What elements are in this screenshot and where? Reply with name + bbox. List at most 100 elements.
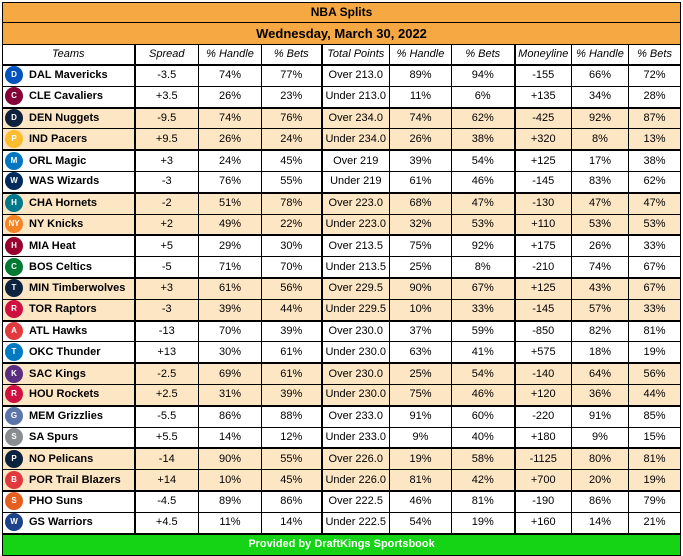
team-logo-icon: G bbox=[5, 407, 23, 426]
total-bets-cell: 81% bbox=[451, 489, 515, 513]
moneyline-handle-cell: 26% bbox=[571, 234, 629, 258]
header-moneyline: Moneyline bbox=[513, 44, 572, 66]
total-bets-cell: 59% bbox=[451, 319, 515, 343]
spread-bets-cell: 39% bbox=[261, 383, 322, 407]
team-name: NY Knicks bbox=[29, 217, 84, 230]
spread-handle-cell: 89% bbox=[198, 489, 262, 513]
team-logo-icon: T bbox=[5, 279, 23, 298]
moneyline-handle-cell: 20% bbox=[571, 469, 629, 492]
team-logo-icon: S bbox=[5, 492, 23, 511]
moneyline-bets-cell: 81% bbox=[627, 319, 682, 343]
total-points-cell: Over 213.0 bbox=[320, 63, 390, 87]
spread-handle-cell: 90% bbox=[198, 447, 262, 471]
moneyline-bets-cell: 13% bbox=[627, 128, 682, 151]
team-cell: W GS Warriors bbox=[2, 511, 135, 535]
moneyline-handle-cell: 18% bbox=[571, 341, 629, 364]
total-points-cell: Under 230.0 bbox=[320, 383, 390, 407]
spread-cell: +3 bbox=[133, 149, 199, 172]
total-points-cell: Under 229.5 bbox=[320, 298, 390, 322]
table-row: A ATL Hawks -13 70% 39% Over 230.0 37% 59% -850 8… bbox=[2, 319, 682, 343]
team-logo-icon: H bbox=[5, 194, 23, 213]
spread-bets-cell: 88% bbox=[261, 404, 322, 428]
moneyline-handle-cell: 92% bbox=[571, 106, 629, 130]
spread-bets-cell: 76% bbox=[261, 106, 322, 130]
spread-handle-cell: 26% bbox=[198, 128, 262, 151]
team-name: DEN Nuggets bbox=[29, 111, 100, 124]
spread-cell: +14 bbox=[133, 469, 199, 492]
team-logo-icon: W bbox=[5, 513, 23, 532]
moneyline-cell: +160 bbox=[513, 511, 572, 535]
total-points-cell: Over 213.5 bbox=[320, 234, 390, 258]
moneyline-bets-cell: 33% bbox=[627, 298, 682, 322]
team-name: MEM Grizzlies bbox=[29, 410, 103, 423]
team-name: ATL Hawks bbox=[29, 324, 88, 337]
total-bets-cell: 54% bbox=[451, 362, 515, 385]
table-row: R HOU Rockets +2.5 31% 39% Under 230.0 75% 46% +… bbox=[2, 383, 682, 407]
total-handle-cell: 19% bbox=[389, 447, 452, 471]
team-logo-icon: C bbox=[5, 87, 23, 106]
team-name: CHA Hornets bbox=[29, 197, 98, 210]
total-bets-cell: 53% bbox=[451, 213, 515, 236]
moneyline-handle-cell: 43% bbox=[571, 276, 629, 300]
spread-handle-cell: 49% bbox=[198, 213, 262, 236]
moneyline-cell: +110 bbox=[513, 213, 572, 236]
total-bets-cell: 42% bbox=[451, 469, 515, 492]
page-title: NBA Splits bbox=[1, 2, 682, 23]
total-handle-cell: 26% bbox=[389, 128, 452, 151]
moneyline-cell: -145 bbox=[513, 298, 572, 322]
table-row: H CHA Hornets -2 51% 78% Over 223.0 68% 47% -130… bbox=[2, 191, 682, 215]
total-handle-cell: 25% bbox=[389, 362, 452, 385]
moneyline-bets-cell: 81% bbox=[627, 447, 682, 471]
total-bets-cell: 60% bbox=[451, 404, 515, 428]
total-bets-cell: 46% bbox=[451, 170, 515, 194]
team-logo-icon: H bbox=[5, 237, 23, 255]
moneyline-bets-cell: 79% bbox=[627, 489, 682, 513]
spread-cell: +3 bbox=[133, 276, 199, 300]
spread-cell: -9.5 bbox=[133, 106, 199, 130]
total-points-cell: Over 230.0 bbox=[320, 362, 390, 385]
total-handle-cell: 54% bbox=[389, 511, 452, 535]
total-points-cell: Under 230.0 bbox=[320, 341, 390, 364]
moneyline-handle-cell: 14% bbox=[571, 511, 629, 535]
moneyline-bets-cell: 19% bbox=[627, 469, 682, 492]
total-handle-cell: 68% bbox=[389, 191, 452, 215]
total-handle-cell: 39% bbox=[389, 149, 452, 172]
total-handle-cell: 63% bbox=[389, 341, 452, 364]
moneyline-cell: -130 bbox=[513, 191, 572, 215]
team-cell: C CLE Cavaliers bbox=[2, 85, 135, 109]
team-cell: D DEN Nuggets bbox=[2, 106, 135, 130]
total-handle-cell: 37% bbox=[389, 319, 452, 343]
total-points-cell: Under 222.5 bbox=[320, 511, 390, 535]
team-name: DAL Mavericks bbox=[29, 69, 108, 82]
team-cell: M ORL Magic bbox=[2, 149, 135, 172]
moneyline-handle-cell: 47% bbox=[571, 191, 629, 215]
spread-cell: -14 bbox=[133, 447, 199, 471]
total-bets-cell: 40% bbox=[451, 426, 515, 449]
moneyline-bets-cell: 21% bbox=[627, 511, 682, 535]
table-row: T MIN Timberwolves +3 61% 56% Over 229.5 90% 67… bbox=[2, 276, 682, 300]
header-moneyline-handle: % Handle bbox=[571, 44, 629, 66]
spread-cell: +5.5 bbox=[133, 426, 199, 449]
moneyline-cell: -210 bbox=[513, 256, 572, 279]
total-points-cell: Under 219 bbox=[320, 170, 390, 194]
table-row: K SAC Kings -2.5 69% 61% Over 230.0 25% 54% -140… bbox=[2, 362, 682, 385]
team-cell: T MIN Timberwolves bbox=[2, 276, 135, 300]
spread-handle-cell: 71% bbox=[198, 256, 262, 279]
moneyline-bets-cell: 72% bbox=[627, 63, 682, 87]
moneyline-handle-cell: 8% bbox=[571, 128, 629, 151]
total-handle-cell: 89% bbox=[389, 63, 452, 87]
moneyline-cell: -425 bbox=[513, 106, 572, 130]
total-handle-cell: 61% bbox=[389, 170, 452, 194]
moneyline-bets-cell: 53% bbox=[627, 213, 682, 236]
moneyline-bets-cell: 62% bbox=[627, 170, 682, 194]
team-cell: D DAL Mavericks bbox=[2, 63, 135, 87]
date-heading: Wednesday, March 30, 2022 bbox=[1, 22, 682, 45]
total-bets-cell: 41% bbox=[451, 341, 515, 364]
total-handle-cell: 46% bbox=[389, 489, 452, 513]
spread-handle-cell: 31% bbox=[198, 383, 262, 407]
team-logo-icon: T bbox=[5, 342, 23, 361]
spread-cell: +5 bbox=[133, 234, 199, 258]
team-name: NO Pelicans bbox=[29, 452, 94, 465]
team-name: IND Pacers bbox=[29, 132, 88, 145]
moneyline-bets-cell: 87% bbox=[627, 106, 682, 130]
